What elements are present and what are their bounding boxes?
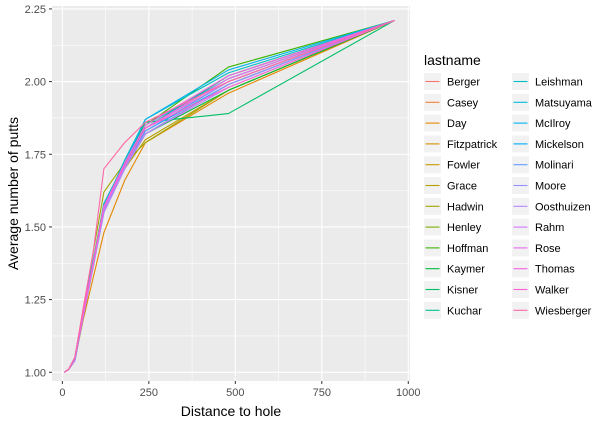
legend: lastname Berger Casey Day Fitzpatrick Fowler… (424, 52, 593, 319)
legend-label: Moore (535, 181, 566, 193)
legend-items: Berger Casey Day Fitzpatrick Fowler Grace Hadw… (424, 73, 593, 319)
x-axis: 0 250 500 750 1000 (59, 381, 421, 399)
x-tick-label: 1000 (396, 387, 420, 399)
y-axis: 1.00 1.25 1.50 1.75 2.00 2.25 (25, 4, 52, 379)
legend-label: Henley (447, 222, 482, 234)
legend-label: Oosthuizen (535, 201, 591, 213)
y-tick-label: 1.00 (25, 367, 46, 379)
x-tick-label: 750 (313, 387, 331, 399)
legend-label: Grace (447, 181, 477, 193)
y-tick-label: 1.75 (25, 149, 46, 161)
series-line (64, 20, 395, 373)
x-tick-label: 500 (226, 387, 244, 399)
legend-label: Thomas (535, 264, 575, 276)
legend-label: Mickelson (535, 139, 584, 151)
major-gridlines (52, 6, 410, 381)
y-tick-label: 2.25 (25, 4, 46, 16)
legend-label: Kisner (447, 285, 479, 297)
x-tick-label: 250 (140, 387, 158, 399)
legend-label: Matsuyama (535, 97, 593, 109)
legend-label: Kaymer (447, 264, 485, 276)
legend-label: McIlroy (535, 118, 571, 130)
legend-label: Fitzpatrick (447, 139, 498, 151)
legend-label: Berger (447, 77, 480, 89)
legend-label: Molinari (535, 160, 574, 172)
legend-label: Leishman (535, 77, 583, 89)
legend-label: Rahm (535, 222, 564, 234)
y-tick-label: 1.25 (25, 295, 46, 307)
legend-label: Walker (535, 285, 569, 297)
legend-label: Fowler (447, 160, 480, 172)
legend-label: Casey (447, 97, 479, 109)
y-axis-label: Average number of putts (5, 117, 21, 270)
legend-label: Kuchar (447, 305, 482, 317)
legend-label: Rose (535, 243, 561, 255)
legend-label: Day (447, 118, 467, 130)
series-lines (64, 20, 395, 373)
y-tick-label: 1.50 (25, 222, 46, 234)
legend-label: Wiesberger (535, 305, 592, 317)
legend-label: Hoffman (447, 243, 488, 255)
y-tick-label: 2.00 (25, 77, 46, 89)
minor-gridlines (52, 6, 410, 381)
x-axis-label: Distance to hole (181, 403, 282, 419)
series-line (64, 20, 395, 373)
legend-title: lastname (424, 52, 481, 68)
x-tick-label: 0 (59, 387, 65, 399)
legend-label: Hadwin (447, 201, 484, 213)
